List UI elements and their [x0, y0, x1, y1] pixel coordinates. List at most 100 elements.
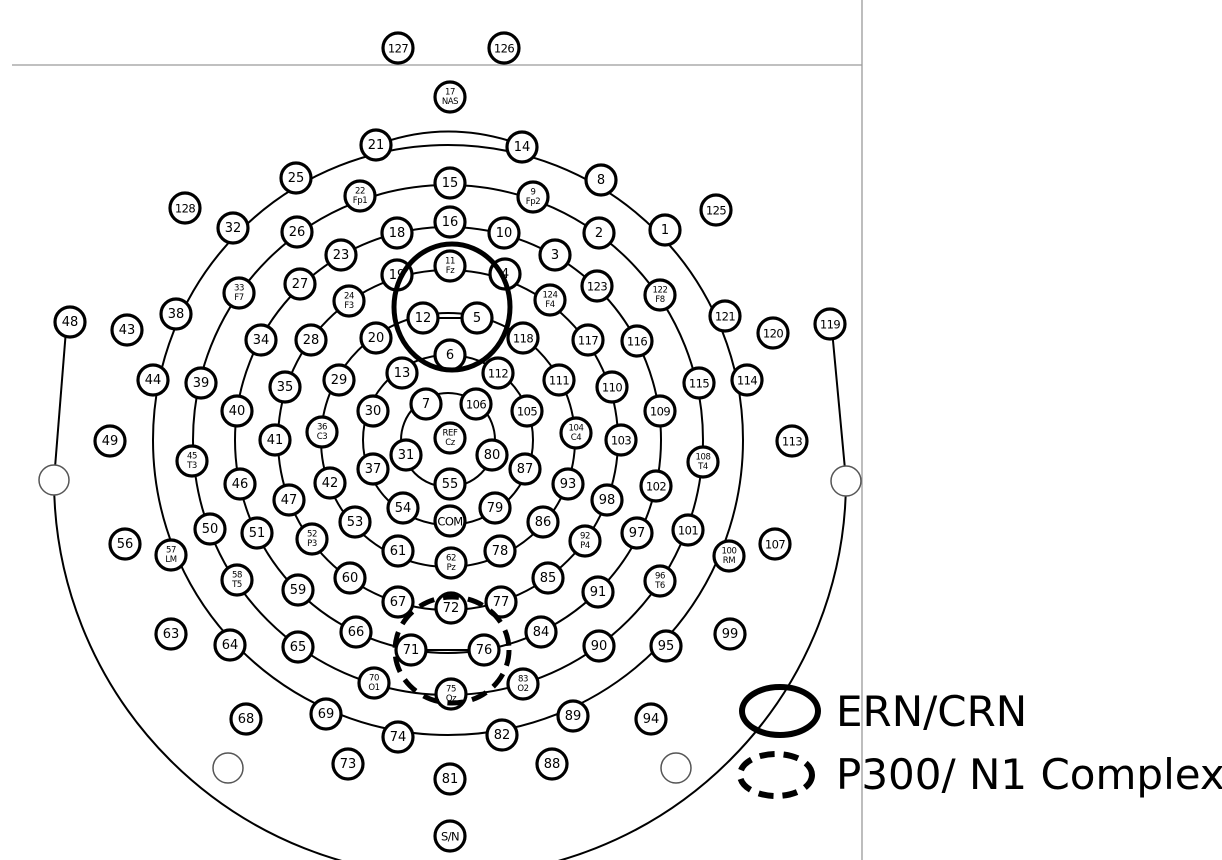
electrode-44: 44 — [136, 363, 170, 397]
electrode-31: 31 — [389, 438, 423, 472]
electrode-sn: S/N — [433, 819, 467, 853]
electrode-marker — [220, 563, 254, 597]
electrode-marker — [671, 513, 705, 547]
electrode-51: 51 — [240, 516, 274, 550]
electrode-marker — [643, 278, 677, 312]
electrode-marker — [516, 180, 550, 214]
electrode-label: 66 — [348, 625, 365, 640]
electrode-marker — [483, 534, 517, 568]
electrode-93: 93 — [551, 467, 585, 501]
electrode-120: 120 — [756, 316, 790, 350]
legend-solid-swatch — [739, 684, 821, 738]
electrode-label: 5 — [473, 311, 481, 326]
electrode-label: 39 — [193, 376, 210, 391]
electrode-marker — [433, 467, 467, 501]
electrode-label: 1 — [661, 223, 669, 238]
electrode-74: 74 — [381, 720, 415, 754]
electrode-label: 44 — [145, 373, 162, 388]
electrode-label: 120 — [763, 327, 783, 341]
electrode-label: 7 — [422, 397, 430, 412]
electrode-marker — [639, 469, 673, 503]
electrode-label: 117 — [578, 334, 598, 348]
electrode-label: 6 — [446, 348, 454, 363]
electrode-label: 101 — [678, 524, 698, 538]
electrode-label: 15 — [442, 176, 459, 191]
electrode-label: 82 — [494, 728, 511, 743]
electrode-label: 62 — [446, 554, 456, 564]
electrode-label: 83 — [518, 675, 528, 685]
electrode-marker — [506, 321, 540, 355]
electrode-12: 12 — [406, 301, 440, 335]
electrode-marker — [460, 301, 494, 335]
electrode-label: 55 — [442, 477, 459, 492]
electrode-40: 40 — [220, 394, 254, 428]
electrode-marker — [154, 617, 188, 651]
electrode-label: 8 — [597, 173, 605, 188]
electrode-5: 5 — [460, 301, 494, 335]
electrode-label: 75 — [446, 685, 456, 695]
electrode-label: 125 — [706, 204, 726, 218]
electrode-marker — [538, 238, 572, 272]
electrode-marker — [357, 666, 391, 700]
electrode-marker — [280, 215, 314, 249]
electrode-label: 81 — [442, 772, 459, 787]
electrode-112: 112 — [481, 356, 515, 390]
electrode-marker — [434, 546, 468, 580]
electrode-125: 125 — [699, 193, 733, 227]
electrode-marker — [531, 561, 565, 595]
electrode-marker — [708, 299, 742, 333]
electrode-label: 70 — [369, 674, 379, 684]
electrode-116: 116 — [620, 324, 654, 358]
electrode-15: 15 — [433, 166, 467, 200]
electrode-23: 23 — [324, 238, 358, 272]
open-marker — [38, 464, 70, 496]
electrode-60: 60 — [333, 561, 367, 595]
electrode-label: F3 — [344, 301, 354, 311]
electrode-marker — [487, 216, 521, 250]
electrode-marker — [712, 539, 746, 573]
electrode-47: 47 — [272, 483, 306, 517]
electrode-label: 116 — [627, 335, 647, 349]
electrode-label: 28 — [303, 333, 320, 348]
electrode-26: 26 — [280, 215, 314, 249]
electrode-54: 54 — [386, 491, 420, 525]
electrode-label: 40 — [229, 404, 246, 419]
electrode-127: 127 — [381, 31, 415, 65]
electrode-marker — [620, 324, 654, 358]
electrode-marker — [433, 249, 467, 283]
electrode-label: 38 — [168, 307, 185, 322]
electrode-88: 88 — [535, 747, 569, 781]
electrode-marker — [648, 213, 682, 247]
electrode-65: 65 — [281, 630, 315, 664]
electrode-label: 100 — [721, 547, 736, 557]
electrode-103: 103 — [604, 423, 638, 457]
electrode-label: Fp2 — [526, 197, 541, 207]
electrode-marker — [682, 366, 716, 400]
electrode-label: T5 — [231, 580, 242, 590]
electrode-label: 127 — [388, 42, 408, 56]
electrode-94: 94 — [634, 702, 668, 736]
legend-dashed-swatch — [737, 751, 815, 799]
electrode-label: S/N — [441, 830, 459, 844]
electrode-label: 33 — [234, 284, 244, 294]
electrode-marker — [505, 130, 539, 164]
electrode-115: 115 — [682, 366, 716, 400]
electrode-marker — [283, 267, 317, 301]
electrode-marker — [294, 323, 328, 357]
electrode-110: 110 — [595, 370, 629, 404]
electrode-marker — [649, 629, 683, 663]
electrode-label: P4 — [580, 541, 590, 551]
electrode-82: 82 — [485, 718, 519, 752]
electrode-marker — [136, 363, 170, 397]
electrode-marker — [643, 564, 677, 598]
electrode-label: F8 — [655, 295, 665, 305]
electrode-marker — [581, 575, 615, 609]
electrode-63: 63 — [154, 617, 188, 651]
